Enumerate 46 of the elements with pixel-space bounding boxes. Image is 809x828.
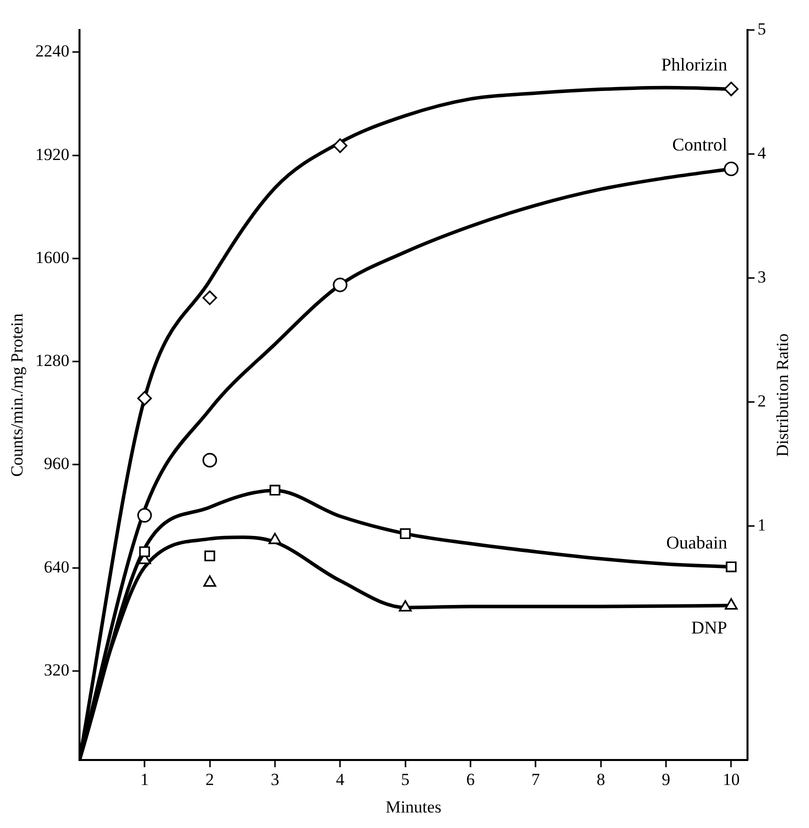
- point: [332, 278, 348, 292]
- point: [202, 290, 218, 306]
- y-tick-label: 1280: [35, 351, 70, 370]
- x-tick-label: 10: [722, 770, 740, 789]
- x-axis-title: Minutes: [386, 797, 442, 816]
- y-tick-label: 640: [44, 557, 70, 576]
- point: [204, 550, 216, 562]
- x-tick-label: 3: [270, 770, 280, 789]
- x-tick-label: 8: [596, 770, 606, 789]
- series-label: DNP: [691, 617, 728, 638]
- point: [726, 561, 737, 572]
- x-tick-label: 5: [401, 770, 410, 789]
- point: [137, 391, 152, 406]
- point: [268, 532, 282, 544]
- series-label: Control: [672, 134, 728, 155]
- point: [202, 452, 218, 468]
- y-axis-title: Counts/min./mg Protein: [8, 312, 27, 477]
- point: [400, 528, 411, 540]
- point: [332, 138, 348, 153]
- y-tick-label: 960: [44, 454, 70, 474]
- x-tick-label: 9: [662, 770, 670, 789]
- y-tick-label: 1920: [35, 144, 70, 164]
- point: [270, 484, 280, 496]
- y2-tick-label: 2: [758, 391, 766, 410]
- point: [203, 575, 216, 587]
- point: [398, 600, 412, 612]
- y-tick-label: 2240: [35, 42, 70, 61]
- y2-tick-label: 1: [758, 515, 766, 534]
- point: [724, 82, 739, 96]
- point: [137, 508, 152, 523]
- point: [139, 546, 150, 558]
- point: [724, 598, 738, 610]
- y-tick-label: 320: [44, 660, 70, 680]
- y2-tick-label: 5: [758, 19, 766, 38]
- y2-tick-label: 3: [758, 267, 766, 286]
- x-tick-label: 4: [336, 770, 345, 789]
- y2-axis-title: Distribution Ratio: [772, 333, 792, 457]
- x-tick-label: 1: [140, 770, 149, 789]
- series-label: Ouabain: [666, 532, 728, 553]
- y-tick-label: 1600: [35, 248, 70, 267]
- series-label: Phlorizin: [661, 54, 728, 75]
- x-tick-label: 2: [206, 770, 214, 789]
- point: [724, 162, 739, 176]
- x-tick-label: 6: [466, 770, 475, 789]
- y2-tick-label: 4: [758, 143, 766, 162]
- x-tick-label: 7: [531, 770, 540, 789]
